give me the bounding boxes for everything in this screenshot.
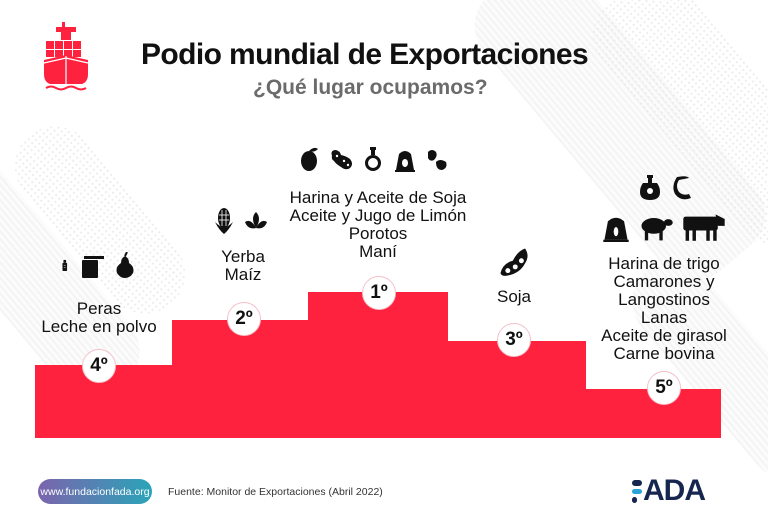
soybean-pod-icon bbox=[500, 248, 528, 276]
beans-icon bbox=[428, 150, 447, 170]
item-label: Yerba bbox=[221, 247, 265, 266]
flour-sack-icon bbox=[395, 151, 415, 172]
yerba-leaves-icon bbox=[245, 212, 267, 229]
item-label: Carne bovina bbox=[613, 344, 715, 363]
fada-logo-mark-icon bbox=[632, 480, 642, 503]
item-label: Leche en polvo bbox=[41, 317, 157, 336]
pear-icon bbox=[116, 252, 134, 278]
icon-group-4 bbox=[62, 252, 138, 278]
fada-logo-text: ADA bbox=[643, 474, 706, 507]
icon-group-3 bbox=[498, 246, 530, 278]
item-list-4: Peras Leche en polvo bbox=[41, 300, 156, 336]
icon-group-5-top bbox=[637, 172, 695, 202]
item-label: Harina y Aceite de Soja bbox=[289, 188, 467, 207]
icon-group-1 bbox=[296, 146, 450, 172]
shrimp-icon bbox=[673, 176, 691, 200]
place-badge-1: 1º bbox=[362, 276, 396, 310]
place-badge-2: 2º bbox=[227, 302, 261, 336]
place-badge-5: 5º bbox=[647, 371, 681, 405]
wheat-flour-sack-icon bbox=[603, 217, 629, 242]
cow-icon bbox=[683, 214, 725, 241]
page-title: Podio mundial de Exportaciones bbox=[141, 38, 589, 71]
item-label: Aceite y Jugo de Limón bbox=[289, 206, 467, 225]
item-label: Peras bbox=[76, 299, 122, 318]
cargo-ship-icon bbox=[43, 22, 89, 91]
corn-icon bbox=[215, 208, 233, 234]
source-note: Fuente: Monitor de Exportaciones (Abril … bbox=[168, 486, 383, 498]
item-label: Aceite de girasol bbox=[601, 326, 727, 345]
baby-bottle-icon bbox=[62, 259, 68, 271]
item-list-2: Yerba Maíz bbox=[221, 248, 265, 284]
sunflower-oil-icon bbox=[640, 175, 660, 200]
sheep-icon bbox=[641, 218, 673, 241]
podium-step-2 bbox=[172, 320, 310, 438]
item-list-5: Harina de trigo Camarones y Langostinos … bbox=[601, 255, 727, 363]
icon-group-5-bottom bbox=[601, 212, 727, 242]
icon-group-2 bbox=[211, 208, 269, 234]
place-badge-3: 3º bbox=[497, 323, 531, 357]
item-label: Maíz bbox=[224, 265, 262, 284]
item-list-1: Harina y Aceite de Soja Aceite y Jugo de… bbox=[290, 189, 467, 261]
website-link[interactable]: www.fundacionfada.org bbox=[38, 479, 152, 504]
fada-logo: ADA bbox=[632, 474, 706, 507]
lemon-icon bbox=[301, 147, 318, 171]
place-badge-4: 4º bbox=[82, 349, 116, 383]
oil-bottle-icon bbox=[365, 147, 381, 171]
powdered-milk-can-icon bbox=[82, 256, 104, 278]
item-label: Porotos bbox=[348, 224, 408, 243]
podium-step-1 bbox=[308, 292, 448, 438]
podium-step-3 bbox=[446, 341, 586, 438]
item-label: Camarones y bbox=[613, 272, 715, 291]
item-label: Soja bbox=[496, 287, 532, 306]
item-label: Langostinos bbox=[618, 290, 710, 309]
item-label: Harina de trigo bbox=[608, 254, 720, 273]
item-list-3: Soja bbox=[497, 288, 531, 306]
item-label: Lanas bbox=[640, 308, 688, 327]
page-subtitle: ¿Qué lugar ocupamos? bbox=[253, 76, 488, 99]
peanut-icon bbox=[331, 150, 352, 170]
item-label: Maní bbox=[359, 242, 397, 261]
